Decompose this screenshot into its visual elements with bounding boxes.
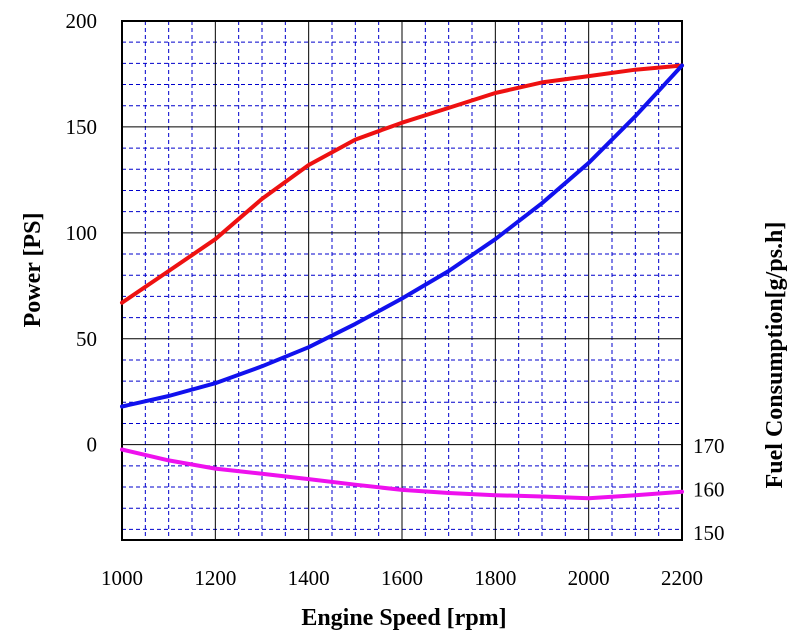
x-tick-label: 1800	[474, 566, 516, 590]
major-grid	[122, 21, 682, 540]
x-tick-label: 2200	[661, 566, 703, 590]
y-tick-label: 0	[87, 433, 98, 457]
y-tick-label: 150	[66, 115, 98, 139]
x-tick-label: 2000	[568, 566, 610, 590]
series-line-3	[120, 447, 684, 501]
x-tick-label: 1600	[381, 566, 423, 590]
y-axis-label: Power [PS]	[20, 213, 46, 328]
y-tick-label: 50	[76, 327, 97, 351]
x-tick-label: 1400	[288, 566, 330, 590]
y2-tick-label: 170	[693, 434, 725, 458]
series-line-2	[120, 63, 684, 409]
x-tick-label: 1000	[101, 566, 143, 590]
plot-frame	[121, 20, 683, 541]
series-layer	[120, 63, 684, 501]
y2-tick-label: 160	[693, 478, 725, 502]
y2-tick-label: 150	[693, 521, 725, 545]
y-tick-label: 200	[66, 9, 98, 33]
x-axis-label: Engine Speed [rpm]	[301, 605, 506, 631]
tick-labels: 1000 1200 1400 1600 1800 2000 2200 0 50 100 150 200…	[66, 9, 725, 590]
series-line-1	[120, 63, 684, 305]
y2-axis-label: Fuel Consumption[g/ps.h]	[762, 222, 788, 489]
y-tick-label: 100	[66, 221, 98, 245]
x-tick-label: 1200	[194, 566, 236, 590]
